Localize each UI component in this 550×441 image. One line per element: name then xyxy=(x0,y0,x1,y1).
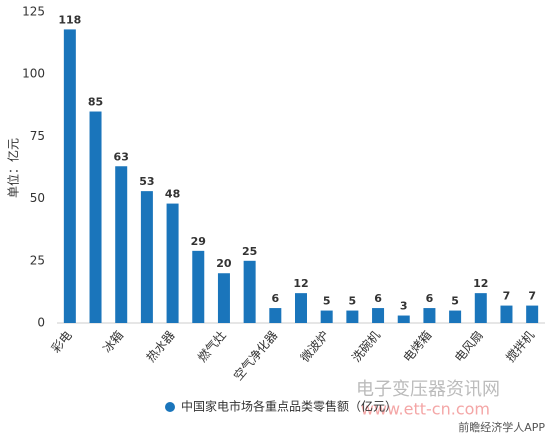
bar xyxy=(526,305,539,323)
x-tick-label: 冰箱 xyxy=(99,328,126,356)
bar xyxy=(63,29,76,323)
data-label: 63 xyxy=(114,150,129,163)
data-label: 6 xyxy=(426,292,434,305)
data-label: 12 xyxy=(473,277,488,290)
data-label: 5 xyxy=(323,295,331,308)
bar xyxy=(474,293,487,323)
watermark: 电子变压器资讯网 xyxy=(356,379,500,400)
watermark: 前瞻经济学人APP xyxy=(458,420,545,434)
bar xyxy=(269,308,282,323)
data-label: 48 xyxy=(165,188,180,201)
y-tick-label: 25 xyxy=(30,253,45,267)
data-label: 29 xyxy=(191,235,206,248)
watermark: www.ett-cn.com xyxy=(361,400,490,419)
bar xyxy=(320,310,333,323)
data-label: 118 xyxy=(58,13,81,26)
bar xyxy=(295,293,307,323)
bar xyxy=(243,260,256,323)
data-label: 25 xyxy=(242,245,257,258)
x-tick-label: 洗碗机 xyxy=(348,328,383,365)
data-label: 5 xyxy=(451,295,459,308)
x-tick-label: 电风扇 xyxy=(451,328,486,365)
bar xyxy=(217,273,230,323)
y-tick-label: 100 xyxy=(22,67,45,81)
x-tick-label: 彩电 xyxy=(49,328,75,355)
data-label: 12 xyxy=(293,277,308,290)
data-label: 3 xyxy=(400,300,408,313)
x-tick-label: 微波炉 xyxy=(298,328,332,365)
x-tick-label: 空气净化器 xyxy=(230,328,280,384)
data-label: 7 xyxy=(503,290,511,303)
bar xyxy=(372,308,385,323)
data-label: 7 xyxy=(528,290,536,303)
bar xyxy=(89,111,102,324)
data-label: 85 xyxy=(88,96,103,109)
legend-label: 中国家电市场各重点品类零售额（亿元） xyxy=(181,399,397,414)
data-label: 5 xyxy=(349,295,357,308)
bar xyxy=(115,166,128,323)
bar xyxy=(397,315,410,323)
bar xyxy=(166,203,179,323)
bar xyxy=(192,250,205,323)
data-label: 6 xyxy=(374,292,382,305)
y-tick-label: 75 xyxy=(30,129,45,143)
x-tick-label: 搅拌机 xyxy=(502,328,537,365)
bar xyxy=(346,310,359,323)
legend-marker xyxy=(165,402,175,412)
x-tick-label: 热水器 xyxy=(144,328,178,365)
bar xyxy=(423,308,436,323)
data-label: 20 xyxy=(216,257,232,270)
y-tick-label: 50 xyxy=(30,191,45,205)
y-tick-label: 0 xyxy=(37,316,45,330)
y-axis-label: 单位：亿元 xyxy=(6,138,21,198)
y-tick-label: 125 xyxy=(22,5,45,19)
bar xyxy=(449,310,462,323)
data-label: 53 xyxy=(139,175,154,188)
data-label: 6 xyxy=(271,292,279,305)
x-tick-label: 燃气灶 xyxy=(194,328,229,365)
bar xyxy=(500,305,513,323)
x-tick-label: 电烤箱 xyxy=(400,328,435,365)
bar xyxy=(140,191,153,323)
